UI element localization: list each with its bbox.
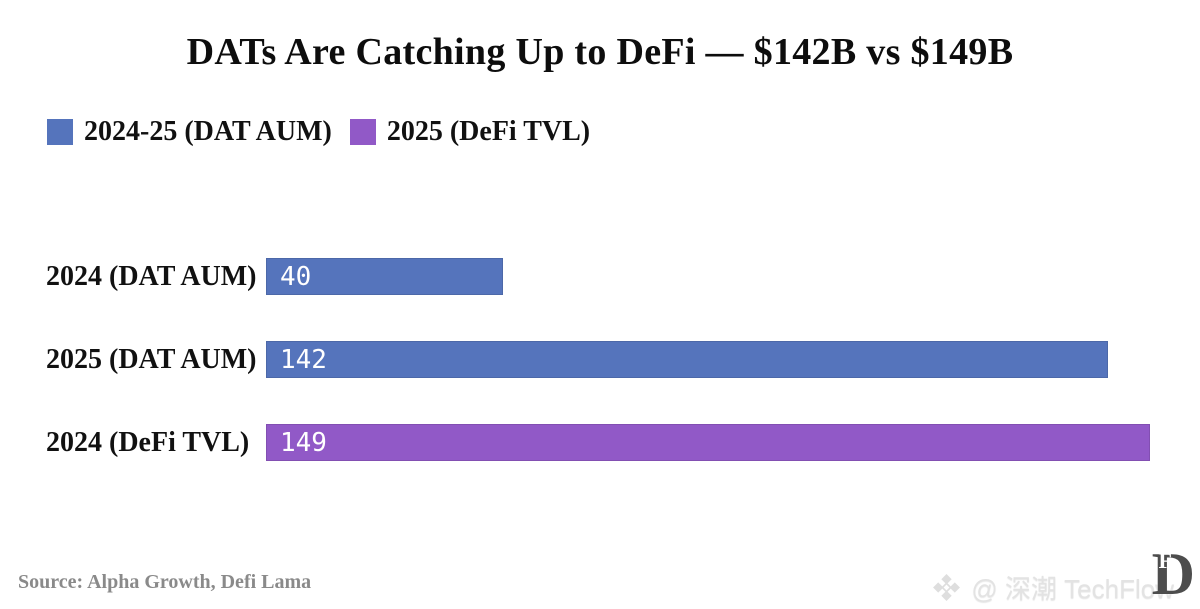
bar-track: 142 (266, 341, 1150, 378)
legend-item-dat-aum: 2024-25 (DAT AUM) (47, 118, 332, 146)
bar-row-2024-dat-aum: 2024 (DAT AUM) 40 (0, 258, 1200, 295)
watermark: @ 深潮 TechFlow (932, 569, 1174, 606)
source-note: Source: Alpha Growth, Defi Lama (18, 571, 312, 593)
legend-item-defi-tvl: 2025 (DeFi TVL) (349, 116, 591, 147)
legend-label-dat-aum: 2024-25 (DAT AUM) (84, 116, 332, 147)
bar-track: 40 (266, 258, 1150, 295)
legend-label-defi-tvl: 2025 (DeFi TVL) (386, 116, 591, 147)
bar-row-2024-defi-tvl: 2024 (DeFi TVL) 149 (0, 424, 1200, 461)
bar-row-2025-dat-aum: 2025 (DAT AUM) 142 (0, 341, 1200, 378)
bar-value-label: 40 (280, 261, 312, 292)
bar-2025-dat-aum: 142 (266, 341, 1109, 378)
watermark-handle: @ 深潮 TechFlow (971, 574, 1174, 604)
bar-2024-defi-tvl: 149 (266, 424, 1150, 461)
bar-value-label: 149 (280, 427, 327, 458)
legend: 2024-25 (DAT AUM) 2025 (DeFi TVL) (47, 118, 590, 146)
bar-value-label: 142 (280, 344, 327, 375)
legend-swatch-purple-icon (349, 119, 376, 145)
category-label-2024-dat-aum: 2024 (DAT AUM) (46, 260, 257, 292)
diamond-cluster-icon (933, 574, 961, 601)
legend-swatch-blue-icon (47, 119, 73, 145)
bar-track: 149 (266, 424, 1150, 461)
bar-2024-dat-aum: 40 (266, 258, 504, 295)
category-label-2024-defi-tvl: 2024 (DeFi TVL) (46, 426, 250, 458)
chart-title: DATs Are Catching Up to DeFi — $142B vs … (186, 31, 1014, 73)
category-label-2025-dat-aum: 2025 (DAT AUM) (46, 343, 257, 375)
